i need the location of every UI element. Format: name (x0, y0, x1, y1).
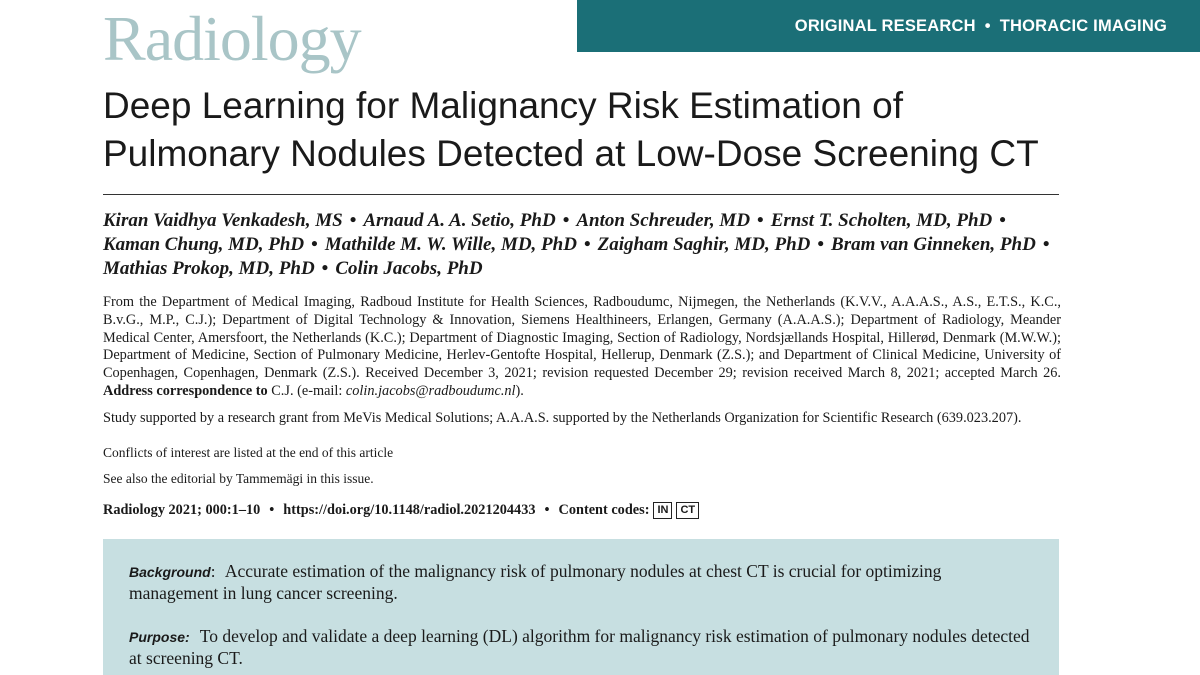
author-separator: • (311, 234, 318, 255)
author-list: Kiran Vaidhya Venkadesh, MS • Arnaud A. A.… (103, 209, 1068, 281)
section-subcategory: THORACIC IMAGING (999, 16, 1167, 35)
section-category: ORIGINAL RESEARCH (794, 16, 976, 35)
article-title: Deep Learning for Malignancy Risk Estima… (103, 82, 1103, 178)
conflicts-statement: Conflicts of interest are listed at the … (103, 445, 394, 460)
purpose-text: To develop and validate a deep learning … (129, 626, 1030, 668)
author: Kaman Chung, MD, PhD (103, 234, 305, 255)
section-banner: ORIGINAL RESEARCH • THORACIC IMAGING (577, 0, 1200, 52)
editorial-note: See also the editorial by Tammemägi in t… (103, 471, 374, 486)
correspondence-email-link[interactable]: colin.jacobs@radboudumc.nl (345, 382, 516, 399)
author-separator: • (999, 210, 1006, 231)
doi-link[interactable]: https://doi.org/10.1148/radiol.202120443… (283, 502, 536, 518)
affiliation-text: From the Department of Medical Imaging, … (103, 294, 1061, 382)
author: Ernst T. Scholten, MD, PhD (770, 210, 993, 231)
correspondence-end: ). (515, 382, 524, 399)
title-divider (103, 194, 1059, 195)
author-separator: • (583, 234, 591, 255)
correspondence-label: Address correspondence to (103, 382, 268, 399)
author-separator: • (321, 258, 329, 279)
background-heading: Background: (129, 562, 216, 581)
author: Bram van Ginneken, PhD (831, 234, 1036, 255)
author: Mathilde M. W. Wille, MD, PhD (324, 234, 577, 255)
background-text: Accurate estimation of the malignancy ri… (129, 561, 942, 603)
author: Anton Schreuder, MD (576, 210, 751, 231)
citation-reference: Radiology 2021; 000:1–10 (103, 502, 261, 518)
section-separator: • (984, 16, 991, 35)
article-title-line-2: Pulmonary Nodules Detected at Low-Dose S… (103, 133, 1039, 174)
content-code-badge: CT (676, 501, 700, 519)
funding-statement: Study supported by a research grant from… (103, 410, 1022, 426)
author: Mathias Prokop, MD, PhD (103, 258, 315, 279)
author: Zaigham Saghir, MD, PhD (597, 234, 811, 255)
article-title-line-1: Deep Learning for Malignancy Risk Estima… (103, 85, 903, 126)
citation-separator: • (269, 502, 275, 518)
citation-line: Radiology 2021; 000:1–10 • https://doi.o… (103, 500, 700, 520)
author-separator: • (757, 210, 764, 231)
abstract-purpose: Purpose: To develop and validate a deep … (129, 626, 1033, 669)
abstract-box: Background: Accurate estimation of the m… (103, 539, 1059, 675)
journal-logo: Radiology (103, 3, 362, 74)
author-separator: • (349, 210, 357, 231)
purpose-heading: Purpose: (129, 629, 190, 645)
abstract-background: Background: Accurate estimation of the m… (129, 561, 1033, 604)
author: Colin Jacobs, PhD (335, 258, 483, 279)
author-separator: • (817, 234, 825, 255)
author-separator: • (562, 210, 570, 231)
content-codes-label: Content codes: (558, 502, 650, 518)
correspondence-text: C.J. (e-mail: (271, 382, 343, 399)
author: Kiran Vaidhya Venkadesh, MS (103, 210, 343, 231)
author: Arnaud A. A. Setio, PhD (363, 210, 556, 231)
content-code-badge: IN (653, 501, 673, 519)
affiliations: From the Department of Medical Imaging, … (103, 294, 1061, 401)
citation-separator: • (544, 502, 550, 518)
author-separator: • (1042, 234, 1050, 255)
